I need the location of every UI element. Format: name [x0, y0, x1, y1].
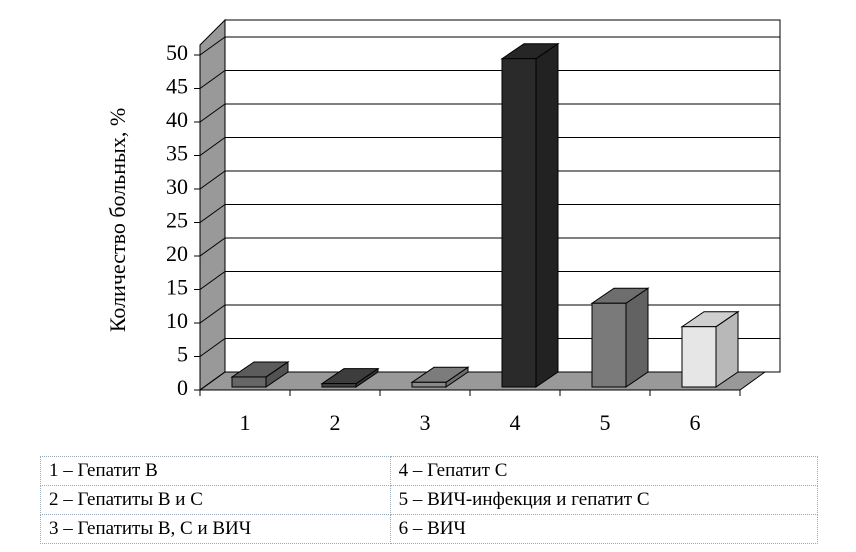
grid-line	[199, 137, 226, 156]
side-wall	[199, 18, 226, 391]
y-tick-label: 45	[166, 74, 188, 99]
bar	[681, 326, 717, 388]
bar	[231, 376, 267, 388]
y-tick-label: 35	[166, 141, 188, 166]
grid-line	[199, 70, 226, 89]
legend-cell: 3 – Гепатиты В, С и ВИЧ	[40, 514, 391, 544]
grid-line	[199, 170, 226, 190]
x-tick-label: 3	[420, 410, 431, 435]
chart: Количество больных, % 051015202530354045…	[105, 18, 781, 435]
grid-line	[199, 103, 226, 123]
bar-side	[535, 42, 559, 388]
y-tick-label: 50	[166, 40, 188, 65]
x-tick-label: 4	[510, 410, 521, 435]
bar	[501, 58, 537, 388]
legend-cell: 6 – ВИЧ	[389, 514, 819, 544]
legend-cell: 4 – Гепатит С	[389, 456, 819, 486]
grid-line	[199, 237, 226, 257]
grid-line	[199, 204, 226, 223]
bar-side	[625, 287, 649, 388]
grid-line	[199, 338, 226, 357]
y-tick-label: 10	[166, 308, 188, 333]
y-tick-label: 20	[166, 241, 188, 266]
bar	[411, 381, 447, 388]
y-tick-label: 5	[177, 342, 188, 367]
x-tick-label: 5	[600, 410, 611, 435]
y-tick-label: 15	[166, 275, 188, 300]
bar	[321, 383, 357, 388]
legend-cell: 1 – Гепатит В	[40, 456, 391, 486]
grid-line	[199, 371, 226, 391]
bar	[591, 302, 627, 388]
grid-line	[199, 304, 226, 324]
y-tick-label: 0	[177, 375, 188, 400]
x-tick-label: 2	[330, 410, 341, 435]
y-tick-label: 30	[166, 174, 188, 199]
legend-cell: 2 – Гепатиты В и С	[40, 485, 391, 515]
legend-cell: 5 – ВИЧ-инфекция и гепатит С	[389, 485, 819, 515]
grid-line	[199, 36, 226, 56]
y-axis-title: Количество больных, %	[105, 108, 130, 332]
legend-row: 3 – Гепатиты В, С и ВИЧ 6 – ВИЧ	[40, 514, 819, 544]
y-tick-label: 40	[166, 107, 188, 132]
y-tick-label: 25	[166, 208, 188, 233]
x-tick-label: 1	[240, 410, 251, 435]
grid-line	[199, 271, 226, 290]
x-tick-label: 6	[690, 410, 701, 435]
